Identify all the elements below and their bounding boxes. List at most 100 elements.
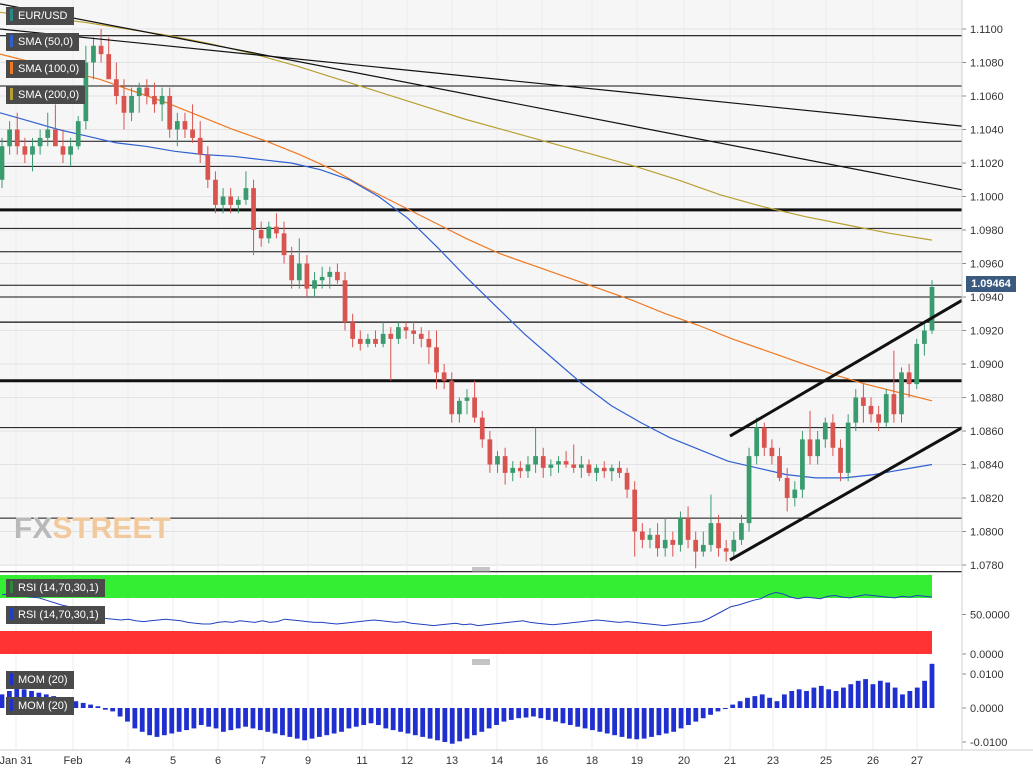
candle-body bbox=[655, 534, 660, 549]
mom-bar bbox=[818, 685, 824, 708]
price-tick-label: 1.0960 bbox=[970, 259, 1004, 271]
mom-bar bbox=[626, 708, 632, 739]
candle-body bbox=[487, 439, 493, 465]
candle-body bbox=[129, 96, 134, 113]
date-tick-label: 12 bbox=[401, 755, 413, 767]
mom-bar bbox=[110, 708, 116, 712]
mom-bar bbox=[686, 708, 691, 725]
candle-body bbox=[464, 397, 470, 401]
sma50-line bbox=[0, 112, 933, 479]
candle-body bbox=[281, 233, 287, 256]
panel-resize-handle[interactable] bbox=[472, 567, 490, 573]
candle-body bbox=[289, 255, 295, 281]
mom-bar bbox=[811, 687, 817, 708]
mom-legend-secondary[interactable]: MOM (20) bbox=[6, 697, 74, 715]
rsi-legend-secondary[interactable]: RSI (14,70,30,1) bbox=[6, 606, 105, 624]
mom-bar bbox=[442, 708, 448, 742]
candle-body bbox=[426, 338, 432, 348]
sma50-legend[interactable]: SMA (50,0) bbox=[6, 33, 80, 51]
candle-body bbox=[274, 226, 279, 234]
candle-body bbox=[365, 338, 371, 344]
mom-bar bbox=[427, 708, 433, 739]
mom-bar bbox=[759, 694, 765, 708]
candle-body bbox=[197, 137, 203, 155]
candle-body bbox=[68, 146, 73, 155]
rsi-tick-label: 0.0000 bbox=[970, 649, 1004, 661]
candle-body bbox=[136, 87, 142, 96]
price-tick-label: 1.0820 bbox=[970, 493, 1004, 505]
candle-body bbox=[891, 394, 897, 415]
mom-bar bbox=[176, 708, 182, 732]
mom-bar bbox=[228, 708, 234, 731]
candle-body bbox=[914, 343, 920, 385]
candle-body bbox=[578, 464, 584, 468]
mom-bar bbox=[80, 702, 86, 708]
mom-legend[interactable]: MOM (20) bbox=[6, 671, 74, 689]
mom-bar bbox=[826, 689, 832, 708]
date-tick-label: 26 bbox=[867, 755, 879, 767]
mom-bar bbox=[560, 708, 566, 724]
candle-body bbox=[899, 372, 904, 415]
date-tick-label: 25 bbox=[820, 755, 832, 767]
mom-bar bbox=[125, 708, 130, 722]
mom-bar bbox=[914, 687, 920, 708]
candle-body bbox=[861, 397, 866, 406]
mom-bar bbox=[243, 708, 248, 727]
mom-bar bbox=[900, 694, 905, 708]
symbol-label[interactable]: EUR/USD bbox=[6, 7, 74, 25]
candle-body bbox=[396, 327, 401, 339]
mom-bar bbox=[464, 708, 470, 739]
mom-bar bbox=[287, 708, 293, 737]
candle-body bbox=[327, 271, 333, 277]
mom-bar bbox=[102, 708, 108, 710]
candle-body bbox=[685, 518, 691, 540]
candle-body bbox=[716, 523, 721, 549]
mom-bar bbox=[804, 691, 809, 708]
mom-bar bbox=[0, 694, 5, 708]
candle-body bbox=[739, 523, 744, 540]
rsi-legend[interactable]: RSI (14,70,30,1) bbox=[6, 579, 105, 597]
candle-body bbox=[190, 129, 195, 138]
mom-bar bbox=[383, 708, 389, 729]
candle-body bbox=[342, 280, 348, 323]
mom-bar bbox=[257, 708, 263, 731]
mom-bar bbox=[663, 708, 669, 734]
candle-body bbox=[174, 121, 180, 130]
mom-bar bbox=[656, 708, 662, 736]
candle-body bbox=[7, 129, 12, 147]
candle-body bbox=[533, 456, 538, 465]
price-tick-label: 1.1020 bbox=[970, 158, 1004, 170]
sma200-legend[interactable]: SMA (200,0) bbox=[6, 86, 86, 104]
candle-body bbox=[403, 327, 409, 331]
mom-bar bbox=[516, 708, 522, 719]
candle-body bbox=[91, 45, 96, 63]
candle-body bbox=[822, 422, 828, 440]
candle-body bbox=[761, 427, 767, 448]
mom-bar bbox=[575, 708, 581, 727]
price-tick-label: 1.0940 bbox=[970, 292, 1004, 304]
candle-body bbox=[296, 263, 302, 281]
candle-body bbox=[624, 472, 630, 490]
mom-bar bbox=[848, 684, 854, 708]
panel-resize-handle[interactable] bbox=[472, 659, 490, 665]
candle-body bbox=[228, 196, 234, 205]
candle-body bbox=[335, 271, 340, 281]
candle-body bbox=[357, 338, 363, 344]
candle-body bbox=[723, 548, 729, 552]
mom-bar bbox=[796, 689, 802, 708]
sma100-legend[interactable]: SMA (100,0) bbox=[6, 60, 86, 78]
mom-bar bbox=[767, 697, 773, 708]
candle-body bbox=[220, 196, 226, 205]
mom-bar bbox=[508, 708, 514, 720]
mom-bar bbox=[235, 708, 241, 729]
price-tick-label: 1.0880 bbox=[970, 393, 1004, 405]
mom-bar bbox=[855, 680, 861, 708]
candle-body bbox=[235, 199, 241, 205]
mom-bar bbox=[398, 708, 403, 732]
mom-bar bbox=[147, 708, 153, 736]
mom-bar bbox=[449, 708, 455, 744]
fxstreet-watermark: FXSTREET bbox=[14, 512, 171, 545]
candle-body bbox=[472, 397, 477, 418]
mom-bar bbox=[412, 708, 418, 736]
candle-body bbox=[113, 79, 119, 96]
